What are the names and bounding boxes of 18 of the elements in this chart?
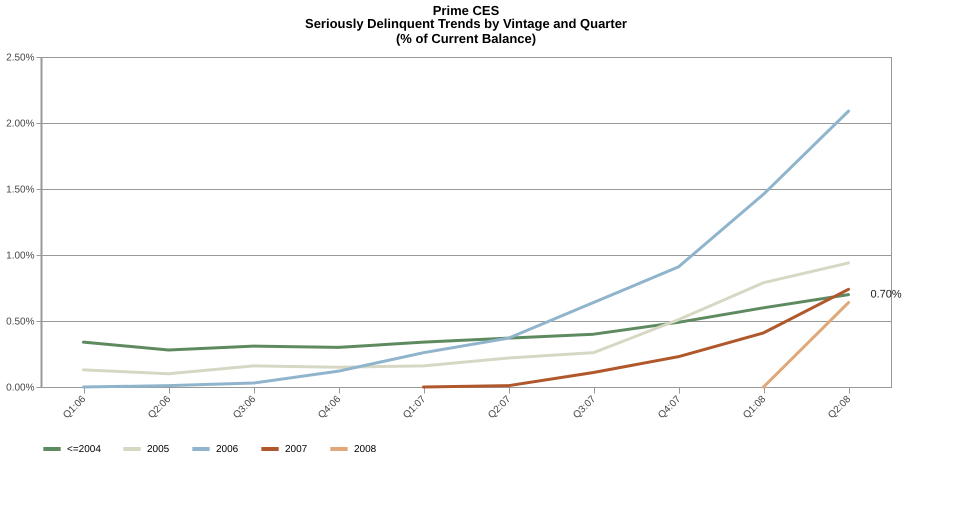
line-series [82,110,850,388]
y-tick-label: 0.50% [6,316,35,328]
y-tick-label: 1.00% [6,250,35,262]
y-tick-label: 2.00% [6,118,35,130]
legend-label: <=2004 [67,444,102,455]
legend-label: 2005 [147,444,170,455]
legend-label: 2008 [354,444,377,455]
chart-subtitle: Seriously Delinquent Trends by Vintage and Quarter (% of Current Balance) [305,16,627,46]
y-tick-label: 2.50% [6,52,35,64]
legend-label: 2007 [285,444,308,455]
line-series [82,261,850,376]
line-series [82,293,850,352]
line-series [422,288,850,388]
y-tick-label: 0.00% [6,382,35,394]
legend-label: 2006 [216,444,239,455]
y-tick-label: 1.50% [6,184,35,196]
chart-title: Prime CES [432,3,500,18]
annotation: 0.70% [870,288,902,301]
